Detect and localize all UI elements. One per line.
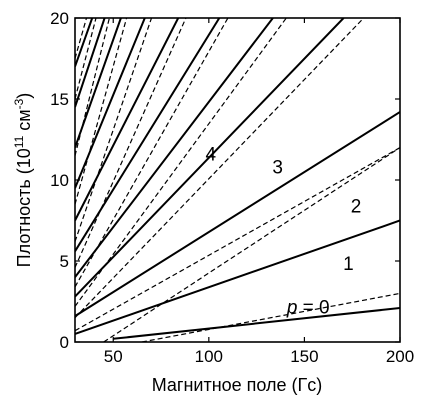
curve-label-text: 3 <box>272 158 283 179</box>
y-tick-label: 20 <box>50 9 69 28</box>
y-axis-title-exponent: 11 <box>12 135 26 148</box>
curve-label-1: 1 <box>343 254 354 275</box>
plot-frame <box>74 17 401 343</box>
solid-line-3 <box>75 18 345 298</box>
dashed-line-14 <box>75 18 365 319</box>
x-tick-label: 200 <box>386 347 414 366</box>
curve-label-4: 4 <box>205 145 216 166</box>
solid-line-7 <box>75 18 146 189</box>
x-tick-label: 50 <box>104 347 123 366</box>
curve-label-text: p <box>286 298 298 319</box>
solid-line-6 <box>75 18 180 221</box>
solid-line-1 <box>75 219 400 335</box>
solid-line-4 <box>75 18 274 278</box>
solid-line-8 <box>75 18 122 148</box>
curve-label-text: 2 <box>351 196 362 217</box>
solid-line-0 <box>113 307 400 340</box>
dashed-line-22 <box>75 18 88 59</box>
y-axis-title-close: ) <box>14 93 34 99</box>
x-tick-label: 150 <box>290 347 318 366</box>
y-axis-title-unit-exponent: -3 <box>12 98 26 109</box>
dashed-line-13 <box>75 147 400 332</box>
curve-label-0: p = 0 <box>286 298 330 319</box>
x-tick-label: 100 <box>195 347 223 366</box>
dashed-line-17 <box>75 18 187 268</box>
y-axis-title-main: Плотность (10 <box>14 148 34 267</box>
y-tick-label: 0 <box>60 333 69 352</box>
dashed-line-15 <box>75 18 287 307</box>
curve-label-2: 2 <box>351 196 362 217</box>
y-tick-label: 10 <box>50 171 69 190</box>
annotations-layer: p = 0 1 2 3 4 <box>205 145 361 319</box>
dashed-line-12 <box>103 147 400 342</box>
y-axis-title: Плотность (1011 см-3) <box>12 93 34 268</box>
series-layer <box>75 18 400 342</box>
dashed-line-21 <box>75 18 97 100</box>
solid-line-9 <box>75 18 106 108</box>
x-axis-title: Магнитное поле (Гс) <box>152 375 323 395</box>
curve-label-suffix: = 0 <box>297 298 329 319</box>
curve-label-text: 1 <box>343 254 354 275</box>
y-axis-title-unit: см <box>14 109 34 135</box>
dashed-line-19 <box>75 18 128 205</box>
dashed-line-18 <box>75 18 153 242</box>
solid-line-2 <box>75 111 400 317</box>
curve-label-3: 3 <box>272 158 283 179</box>
curve-label-text: 4 <box>205 145 216 166</box>
ticks-layer: 50 100 150 200 0 5 10 15 20 <box>50 9 414 366</box>
y-tick-label: 5 <box>60 252 69 271</box>
dashed-line-11 <box>141 292 400 342</box>
y-tick-label: 15 <box>50 90 69 109</box>
solid-line-10 <box>75 18 94 67</box>
dashed-line-16 <box>75 18 229 288</box>
